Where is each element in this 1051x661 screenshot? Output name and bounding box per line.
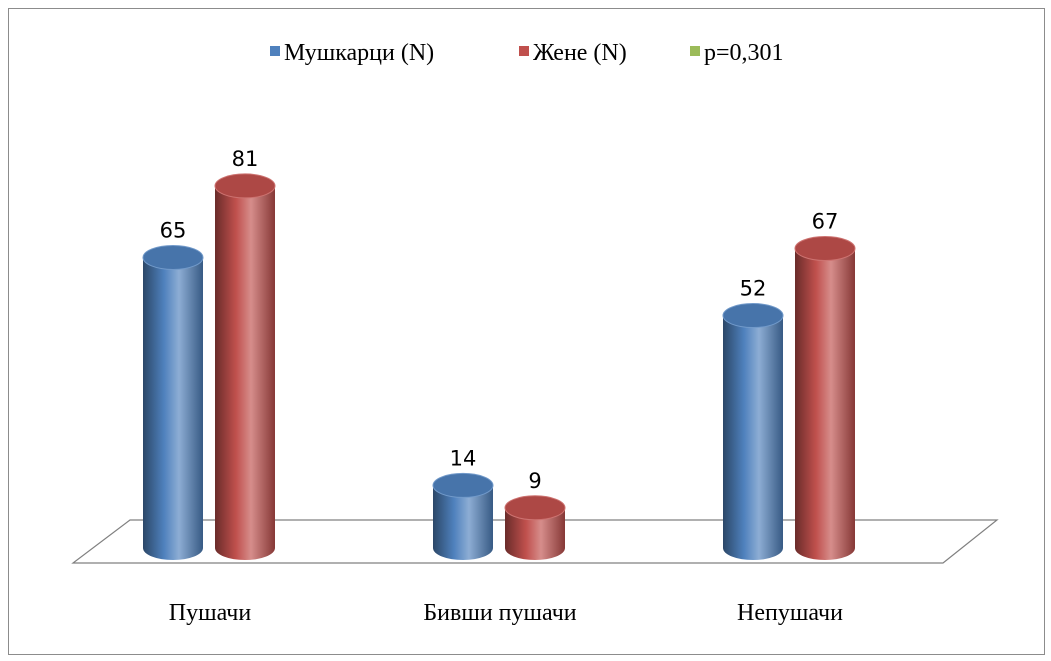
bar-body: [433, 485, 493, 560]
legend-label: p=0,301: [704, 40, 784, 66]
bar-top: [504, 495, 566, 521]
data-label: 52: [740, 277, 767, 301]
bar-top: [794, 236, 856, 262]
data-label: 67: [812, 210, 839, 234]
legend-label: Мушкарци (N): [284, 40, 434, 66]
bar: [722, 303, 784, 560]
bar-top: [214, 173, 276, 199]
legend-label: Жене (N): [533, 40, 627, 66]
data-label: 65: [160, 218, 187, 242]
bar-body: [723, 315, 783, 560]
x-tick-label: Бивши пушачи: [423, 600, 576, 626]
bar-top: [722, 303, 784, 329]
bar-body: [143, 257, 203, 560]
legend-swatch: [270, 46, 280, 56]
bar-top: [142, 244, 204, 270]
x-tick-label: Непушачи: [737, 600, 843, 626]
bar-top: [432, 472, 494, 498]
data-label: 14: [450, 446, 477, 470]
x-tick-label: Пушачи: [169, 600, 252, 626]
bar-body: [215, 185, 275, 560]
bar-body: [505, 507, 565, 560]
data-label: 9: [528, 469, 541, 493]
bar: [794, 236, 856, 560]
bar: [142, 244, 204, 560]
bar-body: [795, 248, 855, 560]
legend-swatch: [519, 46, 529, 56]
bar: [214, 173, 276, 560]
bar: [432, 472, 494, 560]
bar: [504, 495, 566, 560]
legend-swatch: [690, 46, 700, 56]
data-label: 81: [232, 147, 259, 171]
